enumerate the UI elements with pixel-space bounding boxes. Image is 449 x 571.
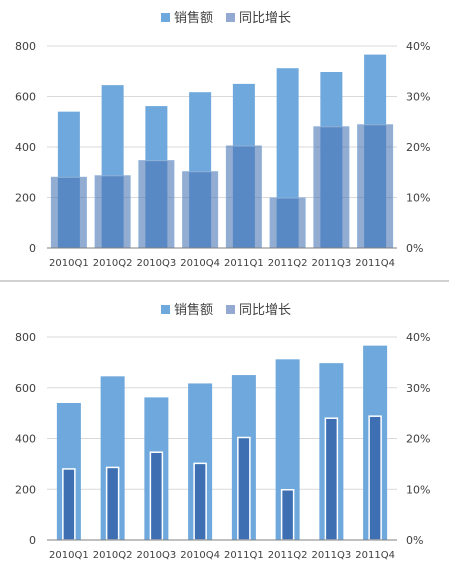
bar-growth <box>368 415 382 541</box>
y2-tick-label: 10% <box>406 192 430 205</box>
x-tick-label: 2011Q3 <box>312 550 352 561</box>
x-tick-label: 2010Q4 <box>180 550 220 561</box>
legend-swatch <box>226 305 235 314</box>
legend-label: 销售额 <box>174 302 213 318</box>
x-tick-label: 2011Q4 <box>355 550 395 561</box>
bar-growth <box>62 468 76 541</box>
legend-label: 销售额 <box>174 10 213 26</box>
bar-growth <box>50 176 87 249</box>
legend-swatch <box>161 13 170 22</box>
x-tick-label: 2011Q2 <box>268 258 308 269</box>
y-tick-label: 600 <box>15 91 36 104</box>
x-tick-label: 2010Q2 <box>93 258 133 269</box>
x-tick-label: 2011Q1 <box>224 550 264 561</box>
x-tick-label: 2011Q3 <box>312 258 352 269</box>
legend-swatch <box>161 305 170 314</box>
bar-growth <box>237 436 251 541</box>
y-tick-label: 400 <box>15 141 36 154</box>
bar-growth <box>94 175 131 249</box>
y-tick-label: 0 <box>29 242 36 255</box>
y2-tick-label: 0% <box>406 534 423 547</box>
y2-tick-label: 40% <box>406 40 430 53</box>
bar-growth <box>313 126 350 249</box>
chart-overlap: 0 200 400 600 800 0% 10% 20% 30% 40% 2010Q1 2010Q2 2… <box>15 10 430 269</box>
y2-tick-label: 20% <box>406 433 430 446</box>
y2-tick-label: 30% <box>406 91 430 104</box>
x-tick-label: 2010Q1 <box>49 550 89 561</box>
y2-tick-label: 30% <box>406 382 430 395</box>
bar-growth <box>138 160 175 249</box>
bar-growth <box>149 451 164 541</box>
y-tick-label: 200 <box>15 192 36 205</box>
chart-nested: 0 200 400 600 800 0% 10% 20% 30% 40% 2010Q1 2010Q2 2… <box>15 302 430 561</box>
y2-tick-label: 40% <box>406 331 430 344</box>
y-tick-label: 800 <box>15 331 36 344</box>
x-tick-label: 2010Q4 <box>180 258 220 269</box>
y2-tick-label: 10% <box>406 483 430 496</box>
bar-growth <box>105 466 120 541</box>
bar-growth <box>280 489 295 541</box>
legend-swatch <box>226 13 235 22</box>
bar-growth <box>269 197 306 249</box>
y-tick-label: 600 <box>15 382 36 395</box>
legend-label: 同比增长 <box>239 11 291 26</box>
x-tick-label: 2011Q4 <box>355 258 395 269</box>
y-tick-label: 200 <box>15 483 36 496</box>
x-tick-label: 2010Q1 <box>49 258 89 269</box>
bar-growth <box>357 124 394 249</box>
x-tick-label: 2010Q2 <box>93 550 133 561</box>
x-tick-label: 2011Q1 <box>224 258 264 269</box>
legend-label: 同比增长 <box>239 303 291 318</box>
x-tick-label: 2010Q3 <box>137 550 177 561</box>
bar-growth <box>182 171 219 249</box>
x-tick-label: 2011Q2 <box>268 550 308 561</box>
y-tick-label: 800 <box>15 40 36 53</box>
x-tick-label: 2010Q3 <box>137 258 177 269</box>
y-tick-label: 0 <box>29 534 36 547</box>
bar-growth <box>225 145 262 249</box>
bar-growth <box>193 462 207 541</box>
y-tick-label: 400 <box>15 433 36 446</box>
bar-growth <box>324 417 339 541</box>
y2-tick-label: 0% <box>406 242 423 255</box>
y2-tick-label: 20% <box>406 141 430 154</box>
